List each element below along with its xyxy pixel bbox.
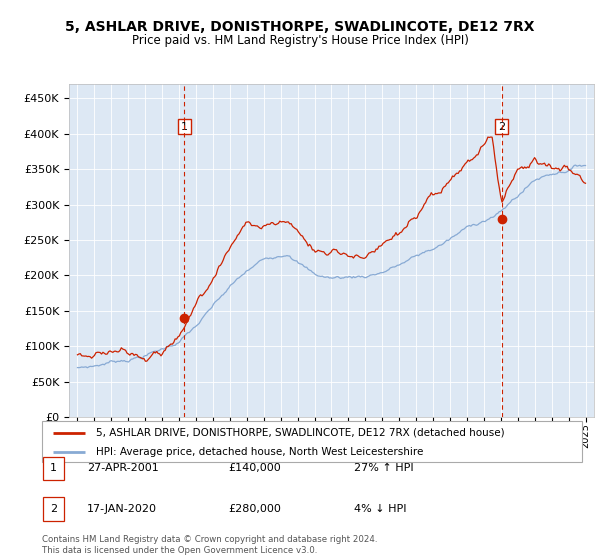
Text: 17-JAN-2020: 17-JAN-2020: [87, 504, 157, 514]
Text: Contains HM Land Registry data © Crown copyright and database right 2024.: Contains HM Land Registry data © Crown c…: [42, 534, 377, 544]
FancyBboxPatch shape: [43, 456, 64, 480]
Text: 5, ASHLAR DRIVE, DONISTHORPE, SWADLINCOTE, DE12 7RX: 5, ASHLAR DRIVE, DONISTHORPE, SWADLINCOT…: [65, 20, 535, 34]
Text: 1: 1: [50, 464, 57, 473]
Text: 27-APR-2001: 27-APR-2001: [87, 464, 159, 473]
FancyBboxPatch shape: [43, 497, 64, 521]
Text: 5, ASHLAR DRIVE, DONISTHORPE, SWADLINCOTE, DE12 7RX (detached house): 5, ASHLAR DRIVE, DONISTHORPE, SWADLINCOT…: [96, 428, 505, 437]
Text: This data is licensed under the Open Government Licence v3.0.: This data is licensed under the Open Gov…: [42, 547, 317, 556]
Text: Price paid vs. HM Land Registry's House Price Index (HPI): Price paid vs. HM Land Registry's House …: [131, 34, 469, 46]
Text: 4% ↓ HPI: 4% ↓ HPI: [354, 504, 407, 514]
Text: 2: 2: [498, 122, 505, 132]
Text: £140,000: £140,000: [228, 464, 281, 473]
FancyBboxPatch shape: [42, 421, 582, 462]
Text: HPI: Average price, detached house, North West Leicestershire: HPI: Average price, detached house, Nort…: [96, 447, 424, 457]
Text: 2: 2: [50, 504, 57, 514]
Text: £280,000: £280,000: [228, 504, 281, 514]
Text: 1: 1: [181, 122, 188, 132]
Text: 27% ↑ HPI: 27% ↑ HPI: [354, 464, 413, 473]
